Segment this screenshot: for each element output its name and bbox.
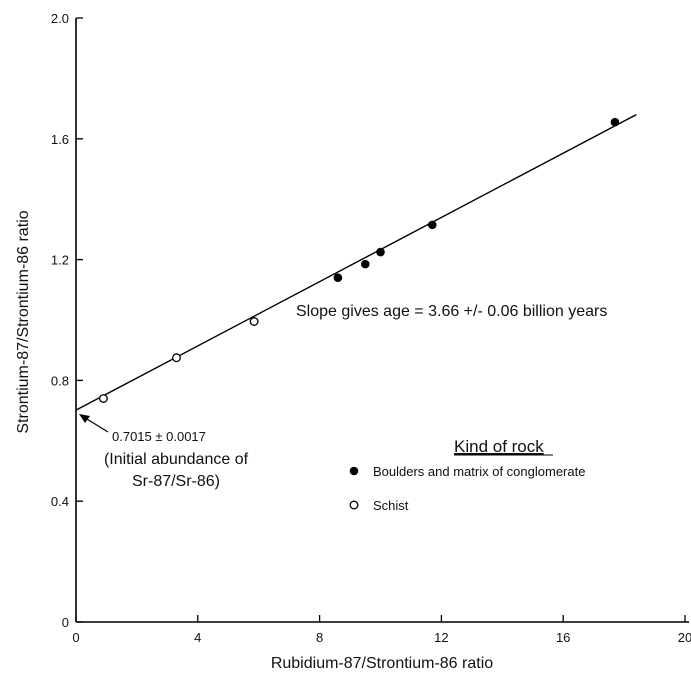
point-boulders [427,220,437,230]
x-tick-label: 16 [556,630,570,645]
legend-label-boulders: Boulders and matrix of conglomerate [373,464,585,479]
intercept-label-line1: (Initial abundance of [104,451,249,468]
intercept-value: 0.7015 ± 0.0017 [112,429,206,444]
point-boulders [360,259,370,269]
y-axis-ticks: 0 0.4 0.8 1.2 1.6 2.0 [51,11,83,630]
data-points [98,117,620,403]
point-schist [98,394,108,403]
point-schist [172,353,181,363]
intercept-label-line2: Sr-87/Sr-86) [132,473,220,490]
point-boulders [333,273,343,283]
y-axis-title: Strontium-87/Strontium-86 ratio [15,210,32,433]
y-tick-label: 1.6 [51,132,69,147]
legend: Kind of rock Boulders and matrix of cong… [349,437,585,513]
y-tick-label: 0.8 [51,373,69,388]
legend-marker-schist [349,500,359,510]
intercept-arrow-head [79,414,90,423]
isochron-fit-line [75,114,637,411]
x-axis-title: Rubidium-87/Strontium-86 ratio [271,655,493,672]
legend-marker-boulders [349,466,359,476]
x-tick-label: 0 [72,630,79,645]
point-boulders [610,117,620,127]
y-tick-label: 2.0 [51,11,69,26]
slope-annotation: Slope gives age = 3.66 +/- 0.06 billion … [296,303,607,320]
x-tick-label: 8 [316,630,323,645]
legend-label-schist: Schist [373,498,409,513]
x-tick-label: 20 [678,630,691,645]
y-tick-label: 0.4 [51,494,69,509]
x-tick-label: 4 [194,630,201,645]
x-tick-label: 12 [434,630,448,645]
legend-title: Kind of rock [454,437,544,456]
point-boulders [376,247,385,257]
y-tick-label: 0 [62,615,69,630]
x-axis-ticks: 0 4 8 12 16 20 [72,615,691,645]
point-schist [249,317,259,326]
y-tick-label: 1.2 [51,253,69,268]
